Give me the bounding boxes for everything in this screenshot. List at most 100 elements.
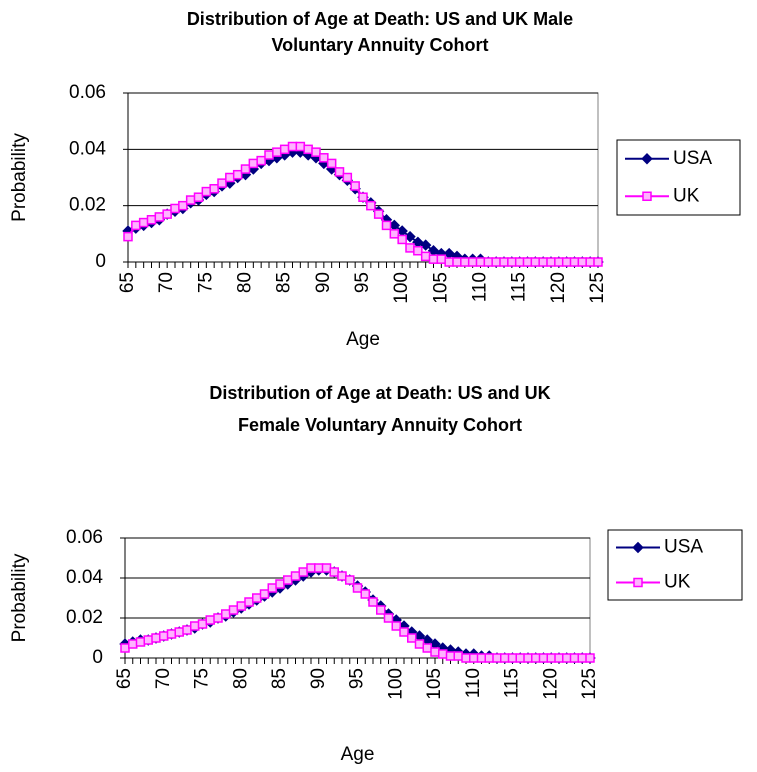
- marker: [264, 150, 274, 160]
- marker: [143, 635, 153, 645]
- x-tick-label: 100: [391, 272, 412, 304]
- marker: [577, 653, 587, 663]
- marker: [381, 220, 392, 231]
- y-tick-label: 0.02: [69, 195, 106, 216]
- marker: [225, 172, 235, 183]
- legend-marker: [632, 541, 644, 554]
- x-tick-label: 125: [587, 272, 608, 304]
- x-axis-label: Age: [341, 744, 375, 765]
- y-axis-label: Probability: [9, 553, 30, 642]
- marker: [491, 257, 501, 267]
- plot-area: [127, 92, 599, 263]
- marker: [329, 567, 339, 577]
- marker: [484, 653, 494, 663]
- marker: [444, 257, 454, 267]
- marker: [259, 589, 270, 599]
- marker: [514, 257, 525, 267]
- marker: [585, 653, 595, 663]
- x-tick-label: 125: [579, 668, 600, 700]
- x-tick-label: 80: [230, 668, 251, 689]
- marker: [272, 147, 282, 157]
- x-tick-label: 105: [430, 272, 451, 304]
- marker: [366, 200, 376, 211]
- marker: [445, 651, 456, 661]
- marker: [321, 563, 332, 573]
- marker: [337, 571, 347, 581]
- series: [120, 563, 595, 663]
- marker: [554, 257, 564, 267]
- x-tick-label: 80: [235, 272, 256, 293]
- marker: [530, 257, 541, 267]
- marker: [492, 653, 502, 663]
- marker: [593, 257, 603, 267]
- marker: [267, 583, 277, 593]
- x-tick-label: 110: [463, 668, 484, 698]
- marker: [178, 200, 188, 211]
- marker: [483, 257, 494, 267]
- x-tick-label: 85: [269, 668, 290, 689]
- marker: [128, 639, 138, 649]
- x-tick-label: 85: [274, 272, 295, 293]
- x-tick-label: 115: [502, 668, 523, 698]
- legend-marker: [642, 191, 652, 201]
- marker: [342, 172, 353, 183]
- legend-label: USA: [673, 148, 712, 169]
- legend-box: [616, 139, 741, 216]
- chart-title: Distribution of Age at Death: US and UK …: [187, 9, 573, 29]
- marker: [287, 141, 298, 152]
- marker: [538, 653, 549, 663]
- marker: [554, 653, 564, 663]
- marker: [422, 643, 432, 653]
- marker: [248, 158, 259, 169]
- marker: [182, 625, 192, 635]
- marker: [298, 567, 308, 577]
- marker: [151, 633, 161, 643]
- marker: [123, 231, 133, 242]
- legend-box: [607, 529, 743, 601]
- marker: [436, 254, 447, 264]
- marker: [499, 257, 509, 267]
- marker: [275, 579, 285, 589]
- marker: [209, 184, 219, 194]
- marker: [170, 203, 180, 214]
- y-tick-label: 0.06: [66, 527, 103, 548]
- marker: [326, 158, 337, 169]
- legend-marker: [641, 153, 653, 165]
- y-tick-label: 0.04: [69, 138, 106, 159]
- marker: [515, 653, 525, 663]
- x-tick-label: 90: [308, 668, 329, 689]
- marker: [430, 647, 440, 657]
- marker: [360, 589, 370, 599]
- marker: [120, 643, 130, 653]
- marker: [345, 575, 355, 585]
- y-tick-label: 0: [92, 647, 103, 668]
- marker: [523, 653, 533, 663]
- series: [123, 141, 603, 267]
- marker: [166, 629, 177, 639]
- marker: [368, 597, 378, 607]
- marker: [162, 209, 172, 219]
- x-tick-label: 95: [347, 668, 368, 689]
- x-tick-label: 65: [114, 668, 135, 689]
- marker: [319, 153, 329, 163]
- marker: [146, 215, 157, 225]
- marker: [475, 257, 486, 267]
- marker: [399, 627, 409, 637]
- marker: [453, 651, 463, 661]
- y-axis-label: Probability: [9, 133, 30, 222]
- marker: [538, 257, 548, 267]
- marker: [561, 257, 572, 267]
- x-tick-label: 120: [548, 272, 569, 304]
- marker: [228, 605, 239, 615]
- marker: [205, 615, 215, 625]
- y-tick-label: 0.02: [66, 607, 103, 628]
- marker: [373, 209, 384, 219]
- marker: [562, 653, 572, 663]
- marker: [469, 653, 479, 663]
- marker: [476, 653, 487, 663]
- marker: [376, 605, 386, 615]
- legend-label: UK: [664, 572, 691, 593]
- x-tick-label: 95: [352, 272, 373, 293]
- x-tick-label: 105: [424, 668, 445, 700]
